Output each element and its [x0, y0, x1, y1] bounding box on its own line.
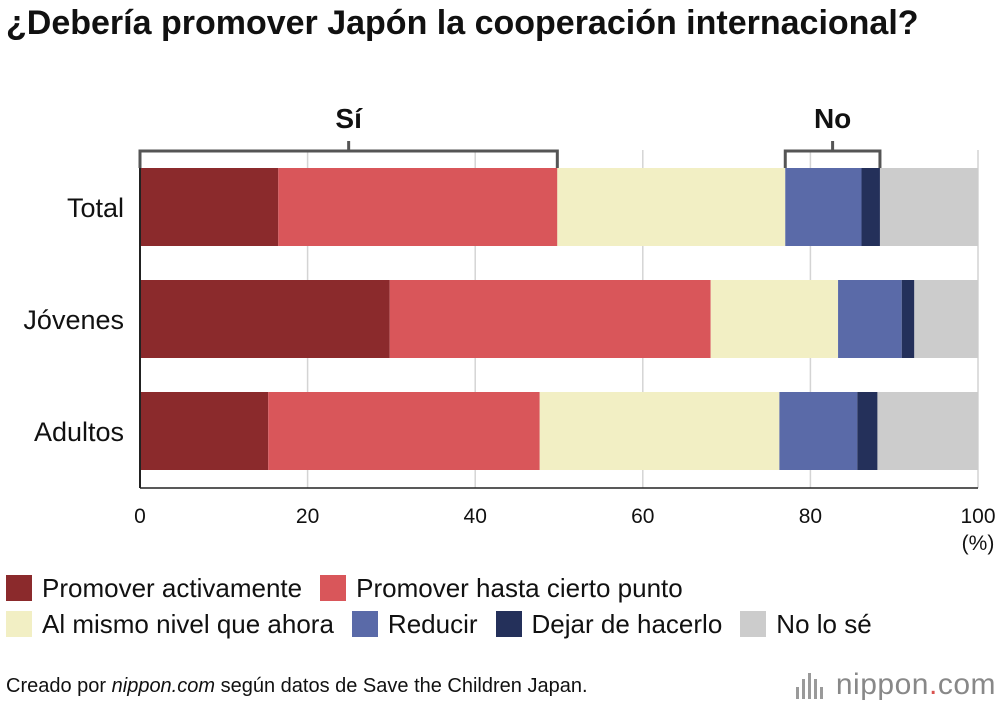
bar-segment-jovenes-3: [838, 280, 902, 358]
bar-segment-total-5: [879, 168, 978, 246]
source-suffix: según datos de Save the Children Japan.: [215, 675, 588, 697]
legend-label: No lo sé: [776, 609, 872, 639]
category-label: Total: [67, 193, 124, 223]
x-unit-label: (%): [962, 532, 995, 555]
bar-segment-jovenes-1: [389, 280, 711, 358]
x-tick-label: 60: [631, 505, 654, 528]
legend-item-promover-activamente: Promover activamente: [6, 570, 302, 606]
legend-swatch: [6, 611, 32, 637]
stacked-bar-chart: Total Jóvenes Adultos 0 20 40 60 80 100 (%) Sí No: [23, 103, 995, 555]
brand-name: nippon: [835, 668, 929, 701]
bar-segment-total-2: [557, 168, 786, 246]
legend-item-reducir: Reducir: [351, 606, 478, 642]
x-tick-label: 40: [464, 505, 487, 528]
bar-segment-jovenes-5: [914, 280, 978, 358]
x-tick-label: 0: [134, 505, 146, 528]
bar-segment-adultos-3: [779, 392, 858, 470]
category-label: Jóvenes: [23, 305, 124, 335]
bar-segment-jovenes-0: [140, 280, 390, 358]
bracket-label: No: [814, 103, 851, 134]
bar-segment-total-4: [861, 168, 880, 246]
brand-bars-icon: [795, 671, 826, 699]
legend-swatch: [351, 611, 378, 637]
legend-item-no-lo-se: No lo sé: [740, 606, 872, 642]
bar-segment-adultos-1: [268, 392, 540, 470]
x-tick-label: 80: [799, 505, 822, 528]
legend-label: Reducir: [387, 609, 478, 639]
bracket-no: [783, 141, 882, 168]
bar-segment-adultos-2: [539, 392, 780, 470]
brand-tld: com: [937, 668, 996, 701]
source-site: nippon.com: [111, 675, 216, 697]
bar-segment-adultos-5: [877, 392, 978, 470]
legend-swatch: [495, 611, 522, 637]
legend-label: Promover activamente: [42, 573, 303, 603]
bar-segment-adultos-0: [140, 392, 269, 470]
legend: Promover activamente Promover hasta cier…: [6, 570, 1000, 642]
legend-row-2: Al mismo nivel que ahora Reducir Dejar d…: [6, 606, 1000, 642]
bar-segment-total-1: [278, 168, 558, 246]
x-tick-label: 20: [296, 505, 319, 528]
legend-label: Dejar de hacerlo: [531, 609, 723, 639]
source-prefix: Creado por: [6, 675, 112, 697]
legend-swatch: [320, 575, 347, 601]
legend-label: Al mismo nivel que ahora: [42, 609, 334, 639]
chart-title: ¿Debería promover Japón la cooperación i…: [6, 4, 919, 42]
category-label: Adultos: [34, 417, 124, 447]
bar-segment-jovenes-2: [710, 280, 839, 358]
legend-row-1: Promover activamente Promover hasta cier…: [6, 570, 1000, 606]
bracket-label: Sí: [335, 103, 363, 134]
x-tick-label: 100: [960, 505, 995, 528]
bar-segment-total-3: [785, 168, 862, 246]
bracket-si: [138, 141, 559, 168]
brand-logo: nippon. com: [795, 668, 996, 702]
bar-segment-total-0: [140, 168, 279, 246]
legend-item-al-mismo-nivel: Al mismo nivel que ahora: [6, 606, 334, 642]
bar-segment-jovenes-4: [901, 280, 915, 358]
legend-item-dejar-de-hacerlo: Dejar de hacerlo: [495, 606, 723, 642]
legend-label: Promover hasta cierto punto: [356, 573, 683, 603]
legend-swatch: [740, 611, 767, 637]
legend-swatch: [6, 575, 32, 601]
source-note: Creado por nippon.com según datos de Sav…: [6, 675, 588, 698]
brand-dot: .: [928, 668, 938, 701]
bar-segment-adultos-4: [857, 392, 878, 470]
legend-item-promover-hasta-cierto-punto: Promover hasta cierto punto: [320, 570, 683, 606]
